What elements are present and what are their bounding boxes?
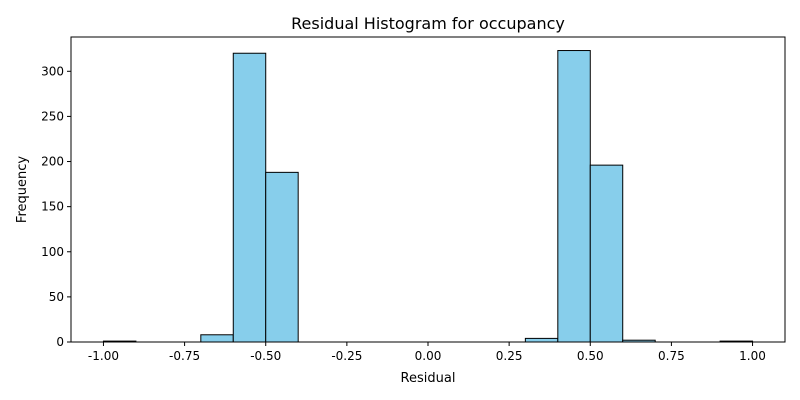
x-tick-label: 0.00 — [415, 349, 442, 363]
y-axis-label: Frequency — [15, 156, 30, 223]
x-tick-label: 0.50 — [577, 349, 604, 363]
plot-frame — [70, 36, 786, 343]
x-tick-label: 0.25 — [496, 349, 523, 363]
y-tick-label: 300 — [41, 64, 64, 78]
y-tick-label: 250 — [41, 109, 64, 123]
histogram-bar — [589, 164, 624, 343]
x-tick-label: -0.75 — [169, 349, 200, 363]
x-tick-label: -0.25 — [331, 349, 362, 363]
histogram-bar — [557, 50, 591, 343]
y-tick-label: 200 — [41, 155, 64, 169]
histogram-bar — [524, 337, 559, 343]
y-axis-ticks: 0 50 100 150 200 250 300 — [41, 64, 71, 349]
x-tick-label: 0.75 — [658, 349, 685, 363]
x-axis-ticks: -1.00 -0.75 -0.50 -0.25 0.00 0.25 0.50 0.75 1.00 — [88, 342, 766, 363]
y-tick-label: 50 — [49, 290, 64, 304]
x-tick-label: -1.00 — [88, 349, 119, 363]
y-tick-label: 0 — [56, 335, 64, 349]
y-tick-label: 100 — [41, 245, 64, 259]
x-axis-label: Residual — [401, 371, 456, 386]
histogram-bar — [232, 52, 267, 343]
x-tick-label: -0.50 — [250, 349, 281, 363]
y-tick-label: 150 — [41, 200, 64, 214]
x-tick-label: 1.00 — [739, 349, 766, 363]
chart-title: Residual Histogram for occupancy — [291, 14, 565, 33]
bars-group — [102, 50, 754, 343]
histogram-bar — [200, 334, 234, 343]
histogram-bar — [265, 171, 299, 343]
